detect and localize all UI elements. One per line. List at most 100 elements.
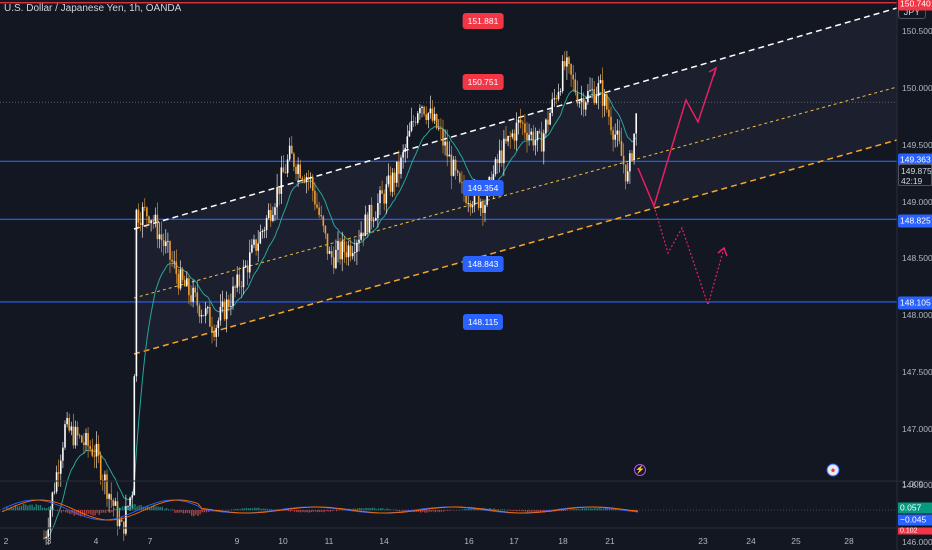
candle-body bbox=[507, 135, 509, 142]
level-label[interactable]: 148.115 bbox=[462, 314, 504, 330]
level-label[interactable]: 151.881 bbox=[462, 13, 504, 29]
candle-body bbox=[511, 133, 514, 137]
trend-channel[interactable] bbox=[133, 7, 898, 355]
macd-bar bbox=[363, 508, 365, 511]
candle-body bbox=[244, 265, 247, 267]
candle-body bbox=[284, 172, 287, 174]
candle-body bbox=[354, 252, 356, 254]
macd-bar bbox=[121, 506, 124, 511]
projection-arrows[interactable] bbox=[637, 66, 728, 308]
candle-body bbox=[343, 241, 346, 253]
macd-bar bbox=[104, 510, 107, 513]
macd-bar bbox=[394, 509, 397, 511]
candle-body bbox=[524, 123, 526, 133]
candle-body bbox=[435, 113, 438, 129]
macd-bar bbox=[583, 508, 586, 511]
indicator-value-3: 0.102 bbox=[898, 527, 932, 535]
channel-bottom-line bbox=[133, 139, 898, 355]
macd-bar bbox=[430, 510, 432, 512]
macd-bar bbox=[424, 510, 426, 513]
candle-body bbox=[519, 119, 522, 123]
macd-bar bbox=[569, 509, 571, 511]
macd-bar bbox=[461, 509, 464, 511]
candle-body bbox=[68, 417, 70, 431]
candle-body bbox=[309, 177, 312, 179]
macd-bar bbox=[611, 508, 613, 511]
macd-bar bbox=[302, 510, 304, 512]
macd-bar bbox=[266, 508, 268, 511]
candle-body bbox=[622, 155, 625, 165]
macd-bar bbox=[472, 508, 474, 511]
axis-price-tag: 148.825 bbox=[898, 214, 932, 228]
candle-body bbox=[303, 178, 306, 183]
macd-bar bbox=[50, 507, 52, 511]
level-label[interactable]: 149.354 bbox=[462, 180, 504, 196]
macd-bar bbox=[361, 508, 363, 511]
x-tick-label: 23 bbox=[698, 536, 708, 546]
macd-bar bbox=[440, 510, 443, 512]
candle-body bbox=[366, 214, 369, 233]
candle-body bbox=[175, 261, 178, 274]
x-tick-label: 14 bbox=[379, 536, 389, 546]
macd-bar bbox=[119, 508, 121, 511]
candle-body bbox=[207, 307, 209, 309]
macd-bar bbox=[386, 508, 388, 511]
macd-bar bbox=[52, 507, 54, 511]
candle-body bbox=[448, 154, 451, 157]
level-label[interactable]: 150.751 bbox=[462, 74, 504, 90]
macd-bar bbox=[298, 510, 300, 513]
macd-bar bbox=[130, 504, 132, 511]
candle-body bbox=[160, 234, 163, 241]
macd-bar bbox=[92, 510, 94, 516]
candle-body bbox=[265, 218, 268, 231]
macd-bar bbox=[380, 508, 382, 511]
candle-body bbox=[393, 172, 396, 183]
macd-bar bbox=[541, 510, 544, 512]
y-tick-label: 148.000 bbox=[902, 310, 932, 320]
macd-bar bbox=[575, 508, 577, 511]
candle-body bbox=[83, 442, 85, 445]
candle-body bbox=[78, 435, 81, 437]
candle-body bbox=[446, 141, 448, 157]
candle-body bbox=[270, 210, 272, 221]
macd-bar bbox=[191, 510, 193, 516]
candle-body bbox=[108, 494, 110, 499]
macd-bar bbox=[501, 509, 504, 511]
candle-body bbox=[540, 132, 543, 152]
macd-bar bbox=[96, 510, 98, 513]
candle-body bbox=[404, 148, 406, 152]
macd-bar bbox=[585, 508, 588, 511]
candle-body bbox=[328, 251, 331, 254]
macd-bar bbox=[522, 510, 525, 512]
candle-body bbox=[341, 241, 343, 260]
macd-bar bbox=[359, 507, 361, 511]
signal-line bbox=[1, 499, 639, 521]
us-flag-icon[interactable]: ● bbox=[826, 463, 840, 477]
lightning-icon[interactable]: ⚡ bbox=[634, 464, 646, 476]
x-tick-label: 16 bbox=[464, 536, 474, 546]
candle-body bbox=[427, 113, 430, 121]
candle-body bbox=[181, 269, 184, 280]
candle-body bbox=[421, 106, 423, 108]
candle-body bbox=[509, 135, 511, 137]
x-tick-label: 21 bbox=[605, 536, 615, 546]
macd-bar bbox=[113, 508, 115, 511]
level-label[interactable]: 148.843 bbox=[462, 256, 504, 272]
macd-bar bbox=[35, 504, 37, 511]
candle-body bbox=[561, 61, 564, 92]
macd-bar bbox=[398, 510, 401, 512]
macd-bar bbox=[539, 510, 541, 512]
candle-body bbox=[454, 159, 457, 171]
candle-body bbox=[190, 295, 192, 302]
macd-bar bbox=[79, 510, 82, 517]
candle-body bbox=[629, 153, 631, 172]
candle-body bbox=[431, 108, 434, 121]
macd-bar bbox=[443, 510, 445, 512]
candle-body bbox=[614, 134, 616, 140]
candle-body bbox=[330, 251, 333, 258]
candle-body bbox=[234, 286, 236, 288]
candle-body bbox=[110, 494, 112, 500]
macd-bar bbox=[447, 510, 449, 511]
candle-body bbox=[171, 259, 173, 262]
